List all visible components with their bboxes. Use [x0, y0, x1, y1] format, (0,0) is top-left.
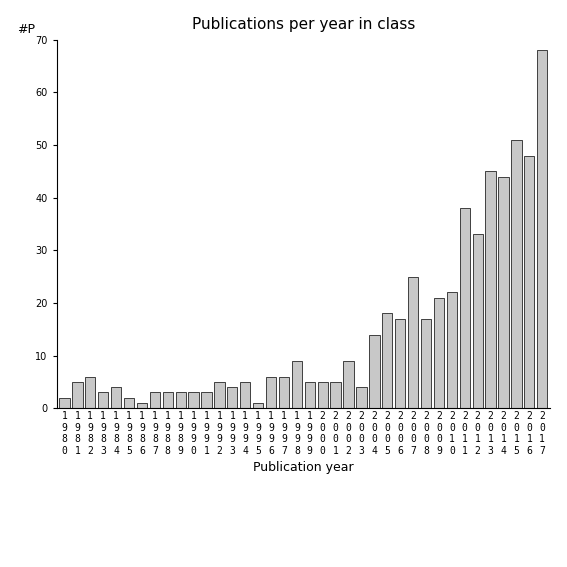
Bar [85, 376, 95, 408]
Bar [395, 319, 405, 408]
Bar [201, 392, 211, 408]
Bar [266, 376, 276, 408]
Bar [331, 382, 341, 408]
Bar [318, 382, 328, 408]
Bar [72, 382, 83, 408]
Bar [434, 298, 444, 408]
Bar [485, 171, 496, 408]
Bar [498, 176, 509, 408]
Text: #P: #P [17, 23, 35, 36]
Bar [279, 376, 289, 408]
Title: Publications per year in class: Publications per year in class [192, 16, 415, 32]
Bar [188, 392, 199, 408]
Bar [240, 382, 251, 408]
Bar [227, 387, 238, 408]
Bar [524, 155, 535, 408]
Bar [150, 392, 160, 408]
Bar [537, 50, 547, 408]
Bar [447, 293, 457, 408]
Bar [137, 403, 147, 408]
Bar [98, 392, 108, 408]
Bar [111, 387, 121, 408]
Bar [124, 397, 134, 408]
Bar [472, 235, 483, 408]
Bar [369, 335, 379, 408]
Bar [408, 277, 418, 408]
Bar [214, 382, 225, 408]
Bar [356, 387, 367, 408]
Bar [511, 139, 522, 408]
Bar [60, 397, 70, 408]
Bar [460, 208, 470, 408]
Bar [344, 361, 354, 408]
Bar [176, 392, 186, 408]
Bar [292, 361, 302, 408]
Bar [163, 392, 173, 408]
Bar [253, 403, 263, 408]
X-axis label: Publication year: Publication year [253, 462, 354, 475]
Bar [382, 314, 392, 408]
Bar [421, 319, 431, 408]
Bar [304, 382, 315, 408]
